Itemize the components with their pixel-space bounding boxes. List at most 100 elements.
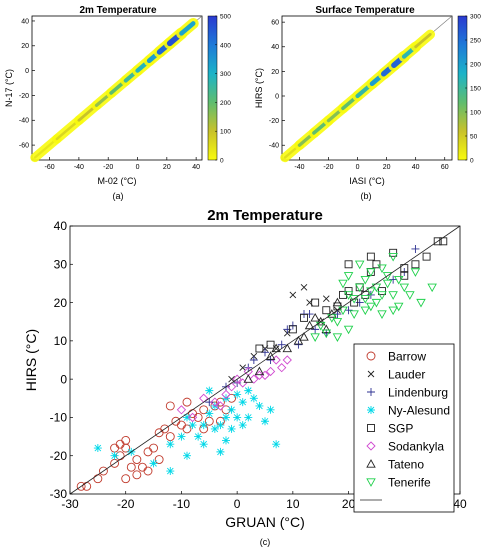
point-tenerife (343, 272, 354, 281)
point-tenerife (388, 306, 398, 316)
point-tenerife (360, 275, 371, 285)
panel-b-x-axis-label: IASI (°C) (349, 176, 385, 186)
point-sgp (311, 298, 320, 307)
legend-label: Ny-Alesund (388, 404, 450, 418)
point-tenerife (382, 272, 393, 281)
point-tenerife (360, 306, 371, 316)
colorbar-tick-label: 500 (220, 14, 231, 21)
panel-c-label: (c) (260, 537, 271, 547)
y-tick-label: -20 (269, 118, 279, 125)
colorbar-tick-label: 50 (470, 134, 478, 141)
legend-marker (367, 388, 375, 396)
density-core (55, 119, 81, 141)
panel-a-colorbar-ticks: 0 100 200 300 400 500 (215, 14, 231, 165)
x-tick-label: -20 (117, 497, 135, 511)
panel-c-markers (69, 225, 461, 495)
point-tenerife (377, 264, 387, 274)
point-barrow (132, 455, 142, 464)
point-ny-alesund (249, 394, 258, 403)
point-sgp (288, 325, 297, 334)
point-barrow (126, 462, 136, 472)
point-sgp (344, 260, 353, 269)
point-lindenburg (411, 244, 420, 253)
y-tick-label: -60 (19, 143, 29, 150)
y-tick-label: -20 (50, 449, 68, 463)
point-lauder (300, 283, 308, 291)
point-ny-alesund (222, 436, 230, 445)
one-to-one-line (69, 225, 461, 495)
point-sodankyla (210, 397, 220, 407)
panel-a-density-band (30, 15, 203, 163)
y-tick-label: 10 (54, 334, 68, 348)
legend-marker (366, 459, 376, 468)
density-core (179, 21, 196, 36)
point-ny-alesund (261, 417, 269, 426)
point-barrow (132, 470, 142, 480)
colorbar-tick-label: 100 (220, 129, 231, 136)
point-sgp (366, 252, 375, 261)
y-tick-label: 20 (54, 296, 68, 310)
point-ny-alesund (238, 398, 247, 407)
point-lindenburg (249, 356, 258, 364)
point-tateno (321, 324, 332, 334)
point-ny-alesund (266, 405, 275, 414)
point-ny-alesund (244, 386, 253, 395)
panel-c-y-axis-label: HIRS (°C) (23, 329, 39, 391)
point-tenerife (393, 302, 404, 312)
panel-a-x-axis-label: M-02 (°C) (97, 176, 136, 186)
panel-c-y-ticks: -30 -20 -10 0 10 20 30 40 (50, 219, 73, 501)
point-sodankyla (260, 370, 270, 380)
point-tateno (332, 297, 343, 307)
point-lindenburg (294, 340, 303, 349)
point-ny-alesund (183, 451, 191, 460)
legend-label: Tateno (388, 458, 424, 472)
x-tick-label: 40 (192, 164, 200, 171)
point-sgp (372, 260, 381, 269)
y-tick-label: 0 (25, 68, 29, 75)
x-tick-label: 0 (356, 164, 360, 171)
x-tick-label: -40 (74, 164, 84, 171)
legend-marker (366, 441, 376, 451)
point-tenerife (338, 306, 348, 316)
point-tenerife (366, 287, 376, 297)
point-sgp (433, 237, 442, 246)
colorbar-tick-label: 0 (220, 158, 224, 165)
point-tateno (282, 343, 293, 353)
y-tick-label: -10 (50, 411, 68, 425)
x-tick-label: 40 (453, 497, 467, 511)
colorbar-tick-label: 100 (470, 110, 481, 117)
x-tick-label: 40 (412, 164, 420, 171)
point-sodankyla (277, 363, 287, 373)
x-tick-label: -40 (294, 164, 304, 171)
y-tick-label: -40 (19, 118, 29, 125)
panel-b: Surface Temperature -40 -20 0 20 40 60 -40 -20… (254, 5, 481, 201)
point-sgp (411, 260, 420, 269)
point-ny-alesund (272, 440, 281, 449)
point-barrow (98, 466, 108, 476)
panel-b-title: Surface Temperature (315, 5, 415, 16)
x-tick-label: 20 (383, 164, 391, 171)
point-tateno (327, 309, 337, 318)
colorbar-tick-label: 250 (470, 38, 481, 45)
panel-a-colorbar (207, 15, 218, 161)
point-tateno (315, 316, 326, 326)
point-ny-alesund (183, 413, 191, 422)
point-ny-alesund (210, 424, 219, 433)
point-tateno (243, 374, 254, 383)
point-ny-alesund (166, 467, 175, 476)
point-lindenburg (277, 340, 286, 349)
point-tenerife (393, 275, 404, 285)
y-tick-label: 30 (54, 257, 68, 271)
panel-c-legend: Barrow Lauder Lindenburg Ny-Alesund SGP Sodan… (353, 343, 455, 513)
y-tick-label: -30 (50, 487, 68, 501)
panel-a: 2m Temperature -60 -40 -20 0 20 40 -60 -40 -20 0… (4, 5, 231, 201)
point-tateno (265, 351, 276, 360)
legend-box (353, 343, 455, 513)
point-tateno (299, 332, 309, 341)
point-sgp (378, 287, 386, 296)
point-barrow (160, 424, 170, 434)
panel-b-x-ticks: -40 -20 0 20 40 60 (294, 157, 449, 171)
point-lindenburg (311, 325, 320, 334)
point-sgp (266, 340, 275, 349)
